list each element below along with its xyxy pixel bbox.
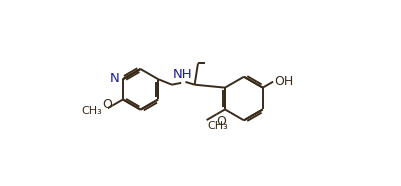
Text: CH₃: CH₃ <box>207 121 228 131</box>
Text: O: O <box>102 98 112 111</box>
Text: OH: OH <box>274 75 293 88</box>
Text: O: O <box>217 116 227 128</box>
Text: N: N <box>110 72 119 85</box>
Text: NH: NH <box>172 68 192 81</box>
Text: CH₃: CH₃ <box>81 106 102 116</box>
